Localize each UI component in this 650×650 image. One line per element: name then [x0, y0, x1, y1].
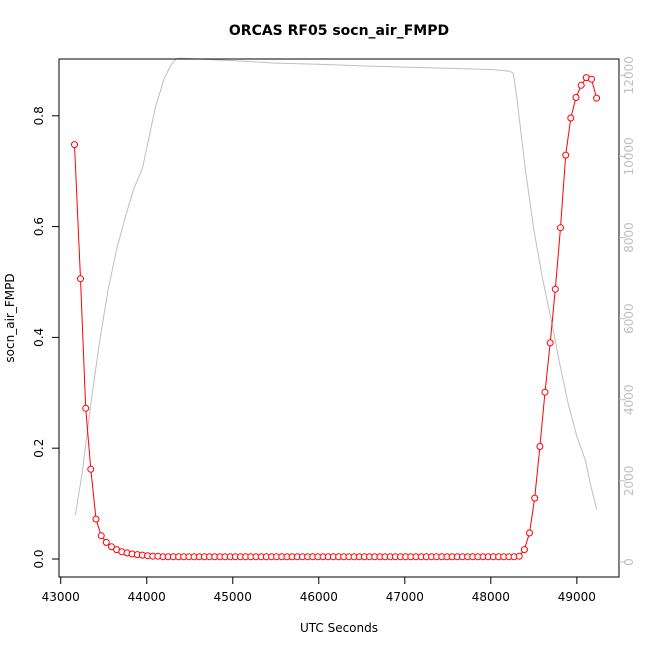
fmpd-point: [77, 275, 84, 283]
y2-tick-label: 12000: [622, 56, 636, 94]
fmpd-point: [515, 552, 523, 560]
x-tick-label: 43000: [42, 590, 80, 604]
chart-title: ORCAS RF05 socn_air_FMPD: [229, 23, 449, 39]
fmpd-point: [536, 443, 544, 450]
fmpd-point: [562, 151, 570, 159]
fmpd-point: [541, 388, 549, 396]
fmpd-point: [82, 404, 90, 412]
x-axis-label: UTC Seconds: [300, 621, 378, 635]
x-tick-label: 46000: [300, 590, 338, 604]
fmpd-point: [71, 141, 78, 149]
y-tick-label: 0.4: [32, 328, 46, 347]
fmpd-point: [97, 532, 105, 540]
y2-tick-label: 2000: [622, 466, 636, 497]
x-axis: 43000 44000 45000 46000 47000 48000 49000: [42, 577, 596, 604]
y2-axis: 0 2000 4000 6000 8000 10000 12000: [619, 56, 636, 566]
x-tick-label: 44000: [128, 590, 166, 604]
y2-tick-label: 10000: [622, 137, 636, 175]
fmpd-point: [567, 114, 575, 122]
fmpd-series: [71, 74, 601, 561]
x-tick-label: 48000: [472, 590, 510, 604]
fmpd-point: [546, 339, 554, 347]
plot-frame: [58, 58, 620, 578]
y-tick-label: 0.2: [32, 439, 46, 458]
y-axis-label: socn_air_FMPD: [3, 273, 17, 362]
fmpd-point: [551, 285, 559, 293]
fmpd-point: [577, 81, 585, 89]
fmpd-point: [531, 494, 539, 502]
x-tick-label: 47000: [386, 590, 424, 604]
altitude-series: [74, 57, 598, 516]
y2-tick-label: 4000: [622, 384, 636, 415]
y2-tick-label: 0: [622, 558, 636, 566]
x-tick-label: 49000: [558, 590, 596, 604]
y2-tick-label: 8000: [622, 222, 636, 253]
fmpd-point: [520, 546, 528, 554]
fmpd-line: [74, 77, 598, 558]
fmpd-point: [557, 224, 564, 232]
y-tick-label: 0.8: [32, 106, 46, 125]
fmpd-point: [102, 538, 110, 546]
fmpd-point: [87, 465, 95, 473]
fmpd-point: [572, 94, 580, 101]
x-tick-label: 45000: [214, 590, 252, 604]
fmpd-point: [588, 75, 595, 83]
fmpd-point: [92, 515, 100, 523]
y-axis: 0.0 0.2 0.4 0.6 0.8: [32, 106, 59, 569]
altitude-line: [74, 57, 598, 516]
fmpd-point: [593, 94, 601, 102]
y-tick-label: 0.0: [32, 549, 46, 568]
y-tick-label: 0.6: [32, 217, 46, 236]
y2-tick-label: 6000: [622, 303, 636, 334]
fmpd-point: [526, 529, 533, 537]
